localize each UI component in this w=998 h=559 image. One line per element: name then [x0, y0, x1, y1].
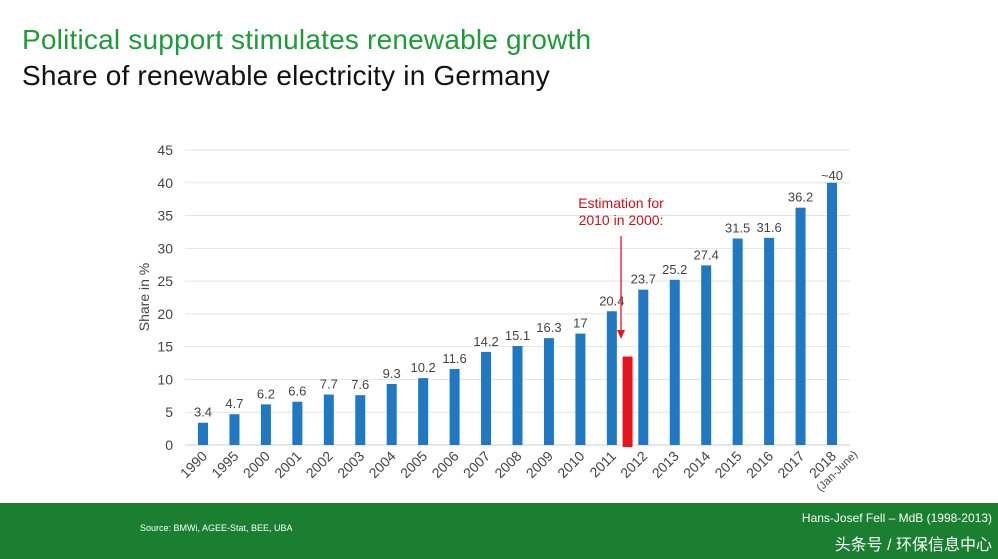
- data-label: 16.3: [536, 320, 561, 335]
- estimation-bar: [622, 356, 633, 447]
- bar: [512, 346, 523, 445]
- y-tick-label: 10: [157, 371, 173, 387]
- data-label: 6.2: [257, 386, 275, 401]
- bar: [638, 289, 649, 445]
- bar: [260, 404, 271, 445]
- bar: [669, 279, 680, 445]
- x-tick-label: 2015: [711, 448, 744, 481]
- data-label: 25.2: [662, 262, 687, 277]
- data-label: 15.1: [505, 328, 530, 343]
- bar: [764, 237, 775, 445]
- x-tick-label: 2016: [743, 448, 776, 481]
- data-label: 9.3: [383, 366, 401, 381]
- x-tick-label: 2014: [680, 448, 713, 481]
- y-tick-label: 20: [157, 306, 173, 322]
- y-axis-label: Share in %: [136, 263, 152, 331]
- x-tick-label: 2010: [554, 448, 587, 481]
- data-label: 23.7: [631, 272, 656, 287]
- bar: [575, 333, 586, 445]
- x-tick-label: 2012: [617, 448, 650, 481]
- source-note: Source: BMWi, AGEE-Stat, BEE, UBA: [140, 523, 293, 533]
- author-credit: Hans-Josef Fell – MdB (1998-2013): [801, 511, 992, 525]
- x-tick-label: 2004: [365, 448, 398, 481]
- x-tick-label: 2007: [460, 448, 493, 481]
- x-tick-label: 1990: [177, 448, 210, 481]
- data-label: 17: [573, 316, 587, 331]
- data-label: 7.7: [320, 377, 338, 392]
- data-label: 31.5: [725, 221, 750, 236]
- data-label: 11.6: [442, 351, 466, 366]
- bar: [701, 265, 712, 445]
- y-tick-label: 35: [157, 208, 173, 224]
- data-label: ~40: [821, 168, 843, 183]
- bar: [292, 401, 303, 445]
- bar: [229, 414, 240, 445]
- x-tick-label: 2013: [649, 448, 682, 481]
- bar: [481, 351, 492, 445]
- estimation-label-line2: 2010 in 2000:: [579, 212, 664, 228]
- chart-subtitle: Share of renewable electricity in German…: [22, 60, 550, 91]
- footer-bar: Source: BMWi, AGEE-Stat, BEE, UBA Hans-J…: [0, 503, 998, 559]
- bar: [795, 207, 806, 445]
- data-label: 27.4: [694, 247, 719, 262]
- data-label: 7.6: [351, 377, 369, 392]
- y-tick-label: 30: [157, 240, 173, 256]
- bar: [418, 378, 429, 445]
- data-label: 20.4: [599, 293, 624, 308]
- bar: [449, 368, 460, 445]
- y-tick-label: 45: [157, 142, 173, 158]
- bar: [323, 394, 334, 445]
- data-label: 10.2: [410, 360, 435, 375]
- x-tick-label: 2003: [334, 448, 367, 481]
- bar: [355, 395, 366, 445]
- x-tick-label: 2001: [271, 448, 304, 481]
- x-tick-label: 1995: [208, 448, 241, 481]
- bar: [386, 384, 397, 445]
- bar: [543, 338, 554, 445]
- x-tick-label: 2006: [428, 448, 461, 481]
- x-tick-label: 2009: [523, 448, 556, 481]
- x-tick-label: 2017: [774, 448, 807, 481]
- estimation-arrow-head: [617, 330, 625, 339]
- x-tick-label: 2000: [240, 448, 273, 481]
- y-tick-label: 40: [157, 175, 173, 191]
- y-tick-label: 0: [165, 437, 173, 453]
- data-label: 31.6: [756, 220, 781, 235]
- x-tick-label: 2005: [397, 448, 430, 481]
- y-tick-label: 5: [165, 404, 173, 420]
- chart-area: 0 5 10 15 20 25 30 35 40 45 Share in % 3.4 1990 4.7 19…: [136, 142, 860, 494]
- x-tick-label: 2008: [491, 448, 524, 481]
- data-label: 14.2: [473, 334, 498, 349]
- y-tick-label: 15: [157, 339, 173, 355]
- estimation-label-line1: Estimation for: [578, 195, 664, 211]
- bar: [198, 422, 208, 445]
- chart-title: Political support stimulates renewable g…: [22, 24, 592, 55]
- bar: [827, 182, 837, 445]
- bar: [606, 311, 617, 445]
- bar: [732, 238, 743, 445]
- data-label: 3.4: [194, 405, 212, 420]
- y-tick-label: 25: [157, 273, 173, 289]
- data-label: 4.7: [225, 396, 243, 411]
- data-label: 6.6: [288, 384, 306, 399]
- data-label: 36.2: [788, 190, 813, 205]
- x-tick-label: 2011: [586, 448, 619, 481]
- watermark-credit: 头条号 / 环保信息中心: [834, 537, 992, 554]
- x-tick-label: 2002: [303, 448, 336, 481]
